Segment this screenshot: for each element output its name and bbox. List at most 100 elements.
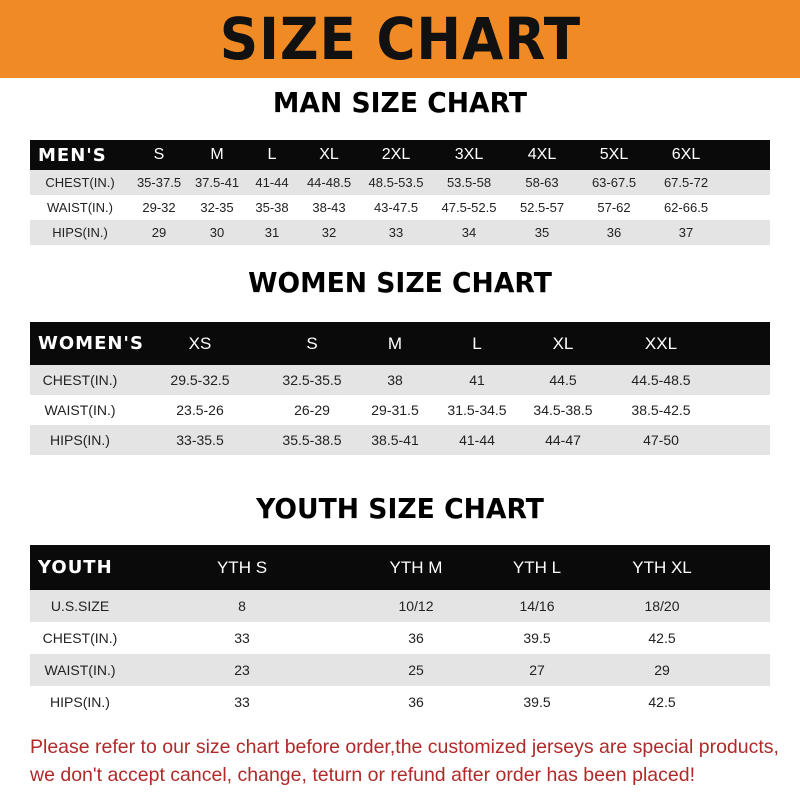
table-cell: 38.5-41 xyxy=(371,432,419,448)
table-cell: M xyxy=(387,333,403,353)
table-cell: 3XL xyxy=(454,146,484,163)
table-cell: 33 xyxy=(234,630,250,646)
table-cell: YTH L xyxy=(512,557,562,577)
table-cell: 36 xyxy=(606,225,622,240)
table-cell: 44-47 xyxy=(545,432,581,448)
table-cell: 53.5-58 xyxy=(446,175,492,190)
row-label: HIPS(IN.) xyxy=(50,694,110,710)
table-cell: 33-35.5 xyxy=(176,432,224,448)
table-row: WAIST(IN.) 29-32 32-35 35-38 38-43 43-47.5 47.… xyxy=(30,195,770,220)
banner-title: SIZE CHART xyxy=(219,5,581,73)
table-cell: 10/12 xyxy=(398,598,434,614)
table-cell: 57-62 xyxy=(597,200,631,215)
table-cell: 23.5-26 xyxy=(176,402,224,418)
table-cell: 67.5-72 xyxy=(663,175,709,190)
table-cell: 34.5-38.5 xyxy=(533,402,593,418)
table-row: CHEST(IN.) 29.5-32.5 32.5-35.5 38 41 44.5 44.5… xyxy=(30,365,770,395)
table-cell: 36 xyxy=(408,630,424,646)
table-row: CHEST(IN.) 35-37.5 37.5-41 41-44 44-48.5 48.5… xyxy=(30,170,770,195)
table-cell: 25 xyxy=(408,662,424,678)
table-cell: 31 xyxy=(264,225,280,240)
row-label: HIPS(IN.) xyxy=(52,225,108,240)
table-row: HIPS(IN.) 33-35.5 35.5-38.5 38.5-41 41-44 44-… xyxy=(30,425,770,455)
table-cell: 32-35 xyxy=(200,200,234,215)
table-cell: 44.5 xyxy=(549,372,577,388)
row-label: WAIST(IN.) xyxy=(44,662,116,678)
table-cell: 31.5-34.5 xyxy=(447,402,507,418)
table-cell: YTH S xyxy=(216,557,268,577)
table-cell: L xyxy=(472,333,482,353)
table-cell: 47-50 xyxy=(643,432,679,448)
table-row: HIPS(IN.) 29 30 31 32 33 34 35 36 37 xyxy=(30,220,770,245)
table-cell: 42.5 xyxy=(648,694,676,710)
table-cell: 32 xyxy=(321,225,337,240)
table-cell: 26-29 xyxy=(294,402,330,418)
table-cell: 18/20 xyxy=(644,598,680,614)
table-cell: 4XL xyxy=(527,146,557,163)
table-cell: 6XL xyxy=(671,146,701,163)
row-label: U.S.SIZE xyxy=(50,598,110,614)
table-cell: 52.5-57 xyxy=(519,200,565,215)
row-label: CHEST(IN.) xyxy=(42,372,118,388)
table-cell: 62-66.5 xyxy=(663,200,709,215)
table-header-row: MEN'S S M L XL 2XL 3XL 4XL 5XL 6XL xyxy=(30,140,770,170)
row-label: MEN'S xyxy=(38,144,107,166)
table-cell: XS xyxy=(188,333,212,353)
women-title: WOMEN SIZE CHART xyxy=(248,266,552,299)
table-cell: 33 xyxy=(234,694,250,710)
table-cell: 48.5-53.5 xyxy=(368,175,424,190)
table-cell: 41 xyxy=(469,372,485,388)
table-cell: 63-67.5 xyxy=(591,175,637,190)
table-cell: 38-43 xyxy=(312,200,346,215)
table-cell: 8 xyxy=(238,598,246,614)
row-label: WAIST(IN.) xyxy=(44,402,116,418)
table-cell: 39.5 xyxy=(523,694,551,710)
row-label: CHEST(IN.) xyxy=(45,175,115,190)
men-title: MAN SIZE CHART xyxy=(272,86,528,119)
row-label: YOUTH xyxy=(38,557,113,578)
table-cell: 32.5-35.5 xyxy=(282,372,342,388)
order-notice: Please refer to our size chart before or… xyxy=(30,736,779,786)
table-cell: 30 xyxy=(209,225,225,240)
table-cell: M xyxy=(210,146,224,163)
row-label: WAIST(IN.) xyxy=(47,200,113,215)
table-cell: XXL xyxy=(644,333,678,353)
table-cell: 47.5-52.5 xyxy=(441,200,497,215)
table-cell: S xyxy=(153,146,165,163)
table-cell: 23 xyxy=(234,662,250,678)
table-cell: 27 xyxy=(529,662,545,678)
table-cell: L xyxy=(267,146,277,163)
table-cell: 41-44 xyxy=(255,175,289,190)
row-label: WOMEN'S xyxy=(38,333,144,354)
row-label: HIPS(IN.) xyxy=(50,432,110,448)
table-cell: 35-37.5 xyxy=(136,175,182,190)
table-header-row: YOUTH YTH S YTH M YTH L YTH XL xyxy=(30,545,770,590)
table-cell: 29-31.5 xyxy=(371,402,419,418)
table-cell: 41-44 xyxy=(459,432,495,448)
table-header-row: WOMEN'S XS S M L XL XXL xyxy=(30,322,770,365)
table-cell: 34 xyxy=(461,225,477,240)
table-cell: 44.5-48.5 xyxy=(631,372,691,388)
table-cell: S xyxy=(306,333,318,353)
table-row: WAIST(IN.) 23 25 27 29 xyxy=(30,654,770,686)
table-cell: 35 xyxy=(534,225,550,240)
table-cell: 43-47.5 xyxy=(373,200,419,215)
table-cell: 14/16 xyxy=(519,598,555,614)
table-row: U.S.SIZE 8 10/12 14/16 18/20 xyxy=(30,590,770,622)
men-size-table: MEN'S S M L XL 2XL 3XL 4XL 5XL 6XL CHEST(IN.) 35-37… xyxy=(30,140,770,245)
table-cell: 29 xyxy=(151,225,167,240)
table-row: CHEST(IN.) 33 36 39.5 42.5 xyxy=(30,622,770,654)
row-label: CHEST(IN.) xyxy=(42,630,118,646)
table-cell: 42.5 xyxy=(648,630,676,646)
table-cell: 39.5 xyxy=(523,630,551,646)
table-cell: YTH M xyxy=(389,557,443,577)
table-cell: YTH XL xyxy=(632,557,692,577)
table-row: WAIST(IN.) 23.5-26 26-29 29-31.5 31.5-34.5 34… xyxy=(30,395,770,425)
table-row: HIPS(IN.) 33 36 39.5 42.5 xyxy=(30,686,770,718)
table-cell: XL xyxy=(552,333,574,353)
table-cell: 2XL xyxy=(381,146,411,163)
table-cell: 44-48.5 xyxy=(306,175,352,190)
table-cell: 36 xyxy=(408,694,424,710)
table-cell: 29.5-32.5 xyxy=(170,372,230,388)
